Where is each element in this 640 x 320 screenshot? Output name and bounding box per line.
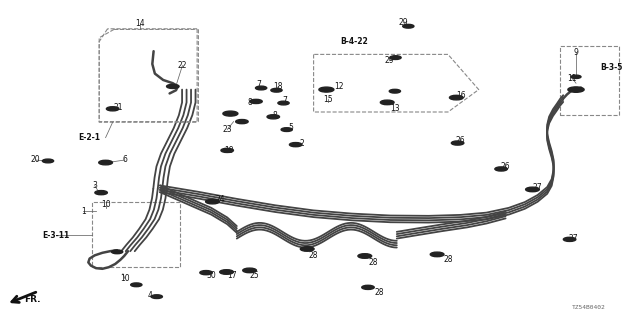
Text: B-4-22: B-4-22	[340, 37, 368, 46]
Text: 10: 10	[120, 274, 130, 283]
Ellipse shape	[111, 250, 123, 254]
Ellipse shape	[221, 148, 234, 153]
Text: E-3-11: E-3-11	[43, 231, 70, 240]
Ellipse shape	[281, 128, 292, 132]
Ellipse shape	[358, 254, 372, 258]
Ellipse shape	[389, 89, 401, 93]
Text: 7: 7	[257, 80, 262, 89]
Text: 28: 28	[444, 255, 452, 264]
Ellipse shape	[166, 84, 179, 88]
Ellipse shape	[289, 142, 302, 147]
Ellipse shape	[250, 99, 262, 104]
Ellipse shape	[205, 199, 220, 204]
Ellipse shape	[243, 268, 257, 273]
Ellipse shape	[271, 88, 282, 92]
Ellipse shape	[236, 119, 248, 124]
Text: 26: 26	[456, 136, 466, 145]
Ellipse shape	[451, 141, 464, 145]
Text: 27: 27	[568, 234, 579, 243]
Ellipse shape	[571, 75, 581, 78]
Text: 15: 15	[323, 95, 333, 104]
Text: 27: 27	[532, 183, 543, 192]
Ellipse shape	[99, 160, 113, 165]
Ellipse shape	[563, 237, 576, 241]
Text: 1: 1	[81, 207, 86, 216]
Ellipse shape	[278, 101, 289, 105]
Text: 28: 28	[369, 258, 378, 267]
Text: 12: 12	[335, 82, 344, 91]
Text: 4: 4	[148, 292, 153, 300]
Ellipse shape	[300, 247, 314, 251]
Ellipse shape	[106, 107, 119, 111]
Text: 29: 29	[384, 56, 394, 65]
Text: 10: 10	[100, 200, 111, 209]
Text: 9: 9	[573, 48, 579, 57]
Ellipse shape	[267, 115, 280, 119]
Text: 21: 21	[114, 103, 123, 112]
Text: 29: 29	[398, 18, 408, 27]
Text: 13: 13	[390, 104, 400, 113]
Text: 30: 30	[206, 271, 216, 280]
Text: 18: 18	[274, 82, 283, 91]
Ellipse shape	[568, 87, 584, 92]
Text: 17: 17	[227, 271, 237, 280]
Ellipse shape	[362, 285, 374, 289]
Text: 28: 28	[309, 252, 318, 260]
Text: 11: 11	[568, 74, 577, 83]
Ellipse shape	[151, 295, 163, 299]
Text: 28: 28	[375, 288, 384, 297]
Text: 24: 24	[216, 196, 226, 204]
Ellipse shape	[449, 95, 463, 100]
Text: 25: 25	[250, 271, 260, 280]
Text: FR.: FR.	[24, 295, 40, 304]
Ellipse shape	[95, 190, 108, 195]
Ellipse shape	[403, 24, 414, 28]
Text: 3: 3	[92, 181, 97, 190]
Text: 23: 23	[222, 125, 232, 134]
Text: 22: 22	[178, 61, 187, 70]
Text: 14: 14	[134, 20, 145, 28]
Bar	[560, 46, 619, 115]
Bar	[92, 202, 180, 267]
Ellipse shape	[525, 187, 540, 192]
Text: 8: 8	[273, 111, 278, 120]
Ellipse shape	[255, 86, 267, 90]
Ellipse shape	[200, 271, 212, 275]
Ellipse shape	[223, 111, 238, 116]
Ellipse shape	[220, 270, 234, 274]
Text: 8: 8	[247, 98, 252, 107]
Text: 26: 26	[500, 162, 511, 171]
Ellipse shape	[430, 252, 444, 257]
Ellipse shape	[390, 56, 401, 60]
Text: 6: 6	[122, 156, 127, 164]
Ellipse shape	[380, 100, 394, 105]
Text: 19: 19	[224, 146, 234, 155]
Text: 20: 20	[30, 156, 40, 164]
Ellipse shape	[495, 167, 508, 171]
Text: 2: 2	[300, 140, 305, 148]
Text: TZ54B0402: TZ54B0402	[572, 305, 605, 310]
Text: 16: 16	[456, 92, 466, 100]
Text: E-2-1: E-2-1	[79, 133, 100, 142]
Ellipse shape	[131, 283, 142, 287]
Text: B-3-5: B-3-5	[600, 63, 622, 72]
Ellipse shape	[42, 159, 54, 163]
Text: 5: 5	[289, 124, 294, 132]
Ellipse shape	[319, 87, 334, 92]
Text: 7: 7	[282, 96, 287, 105]
